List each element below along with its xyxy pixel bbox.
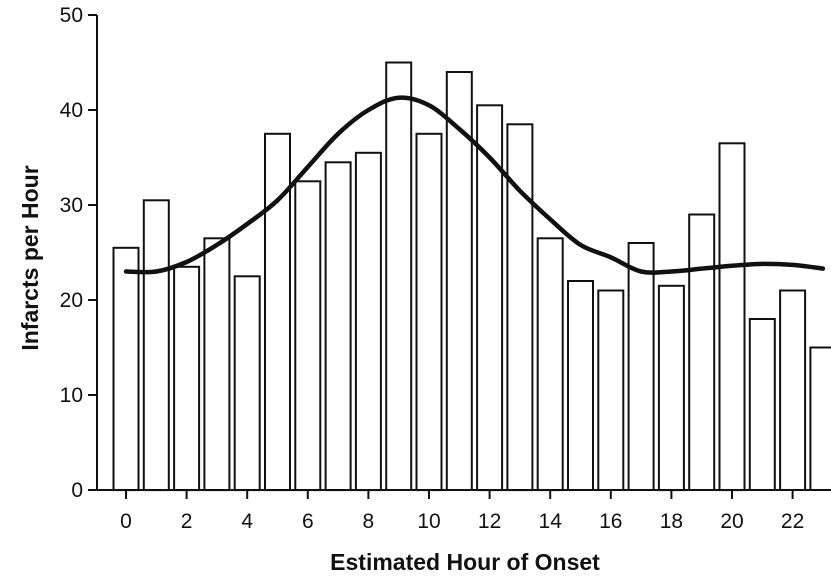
x-tick-label: 8 [363,510,375,533]
bar-hour-8 [354,151,382,492]
y-axis-title: Infarcts per Hour [17,165,43,350]
x-tick-label: 12 [478,510,501,533]
bar-hour-0 [112,246,140,492]
bar-hour-14 [536,237,564,492]
bar-hour-20 [718,142,746,492]
y-tick-label: 0 [71,479,83,502]
x-tick-label: 4 [241,510,253,533]
bar-hour-7 [324,161,352,492]
x-tick-label: 10 [417,510,440,533]
x-tick-label: 16 [599,510,622,533]
x-tick-label: 2 [181,510,193,533]
x-tick-label: 20 [720,510,743,533]
axes-group [96,15,831,491]
bar-hour-5 [264,132,291,492]
x-tick-label: 22 [781,510,804,533]
y-tick-label: 20 [60,289,83,312]
bar-hour-9 [385,61,413,491]
bar-hour-3 [203,237,231,492]
bar-hour-4 [233,275,261,492]
bar-hour-12 [476,104,504,492]
x-axis-title: Estimated Hour of Onset [330,549,600,575]
trend-line [123,95,826,275]
bar-hour-19 [688,213,716,491]
x-tick-label: 18 [660,510,683,533]
y-tick-label: 10 [60,384,83,407]
x-tick-label: 14 [539,510,563,533]
y-tick-label: 30 [60,194,83,217]
bar-hour-21 [748,318,776,491]
x-ticks-group: 0 2 4 6 8 10 12 14 16 18 20 22 [120,490,804,533]
x-tick-label: 0 [120,510,132,533]
bar-hour-23 [809,346,831,491]
bar-hour-10 [415,132,443,492]
x-tick-label: 6 [302,510,314,533]
bar-hour-15 [567,280,594,491]
bar-hour-17 [627,242,655,491]
y-tick-label: 50 [60,4,83,27]
bar-hour-2 [173,265,201,492]
bar-hour-18 [657,284,685,492]
bars-group [112,61,831,492]
bar-hour-6 [294,180,322,492]
bar-hour-16 [597,289,625,491]
bar-hour-22 [779,289,807,491]
bar-hour-1 [142,199,170,492]
y-tick-label: 40 [60,99,83,122]
y-ticks-group: 0 10 20 30 40 50 [60,4,97,502]
